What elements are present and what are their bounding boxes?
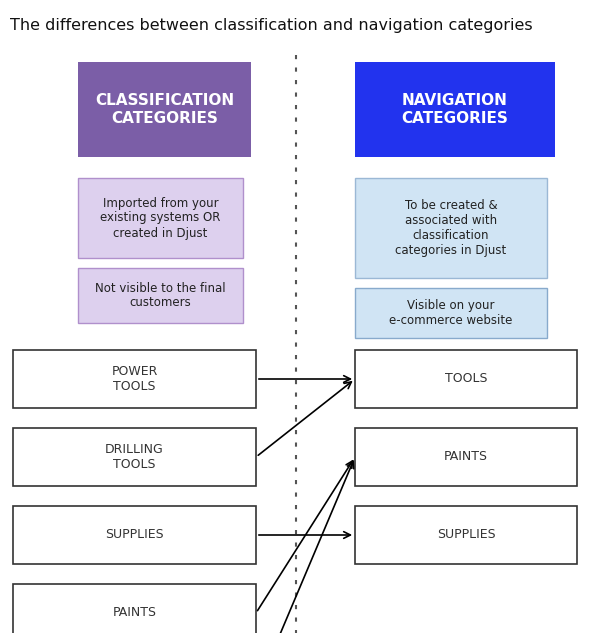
Bar <box>355 506 577 564</box>
Bar <box>355 62 555 157</box>
Bar <box>355 288 547 338</box>
Text: The differences between classification and navigation categories: The differences between classification a… <box>10 18 532 33</box>
Bar <box>355 178 547 278</box>
Text: CLASSIFICATION
CATEGORIES: CLASSIFICATION CATEGORIES <box>95 93 234 126</box>
Text: SUPPLIES: SUPPLIES <box>437 529 495 541</box>
Bar <box>13 350 256 408</box>
Text: SUPPLIES: SUPPLIES <box>105 529 164 541</box>
Bar <box>355 350 577 408</box>
Text: Not visible to the final
customers: Not visible to the final customers <box>95 282 226 310</box>
Bar <box>13 428 256 486</box>
Bar <box>355 428 577 486</box>
Text: PAINTS: PAINTS <box>444 451 488 463</box>
Text: Imported from your
existing systems OR
created in Djust: Imported from your existing systems OR c… <box>100 196 220 239</box>
Text: Visible on your
e-commerce website: Visible on your e-commerce website <box>389 299 512 327</box>
Text: PAINTS: PAINTS <box>112 606 157 620</box>
Bar <box>13 506 256 564</box>
Text: POWER
TOOLS: POWER TOOLS <box>111 365 158 393</box>
Bar <box>78 268 243 323</box>
Bar <box>78 62 251 157</box>
Bar <box>78 178 243 258</box>
Bar <box>13 584 256 633</box>
Text: NAVIGATION
CATEGORIES: NAVIGATION CATEGORIES <box>401 93 508 126</box>
Text: DRILLING
TOOLS: DRILLING TOOLS <box>105 443 164 471</box>
Text: To be created &
associated with
classification
categories in Djust: To be created & associated with classifi… <box>395 199 506 257</box>
Text: TOOLS: TOOLS <box>445 372 487 385</box>
